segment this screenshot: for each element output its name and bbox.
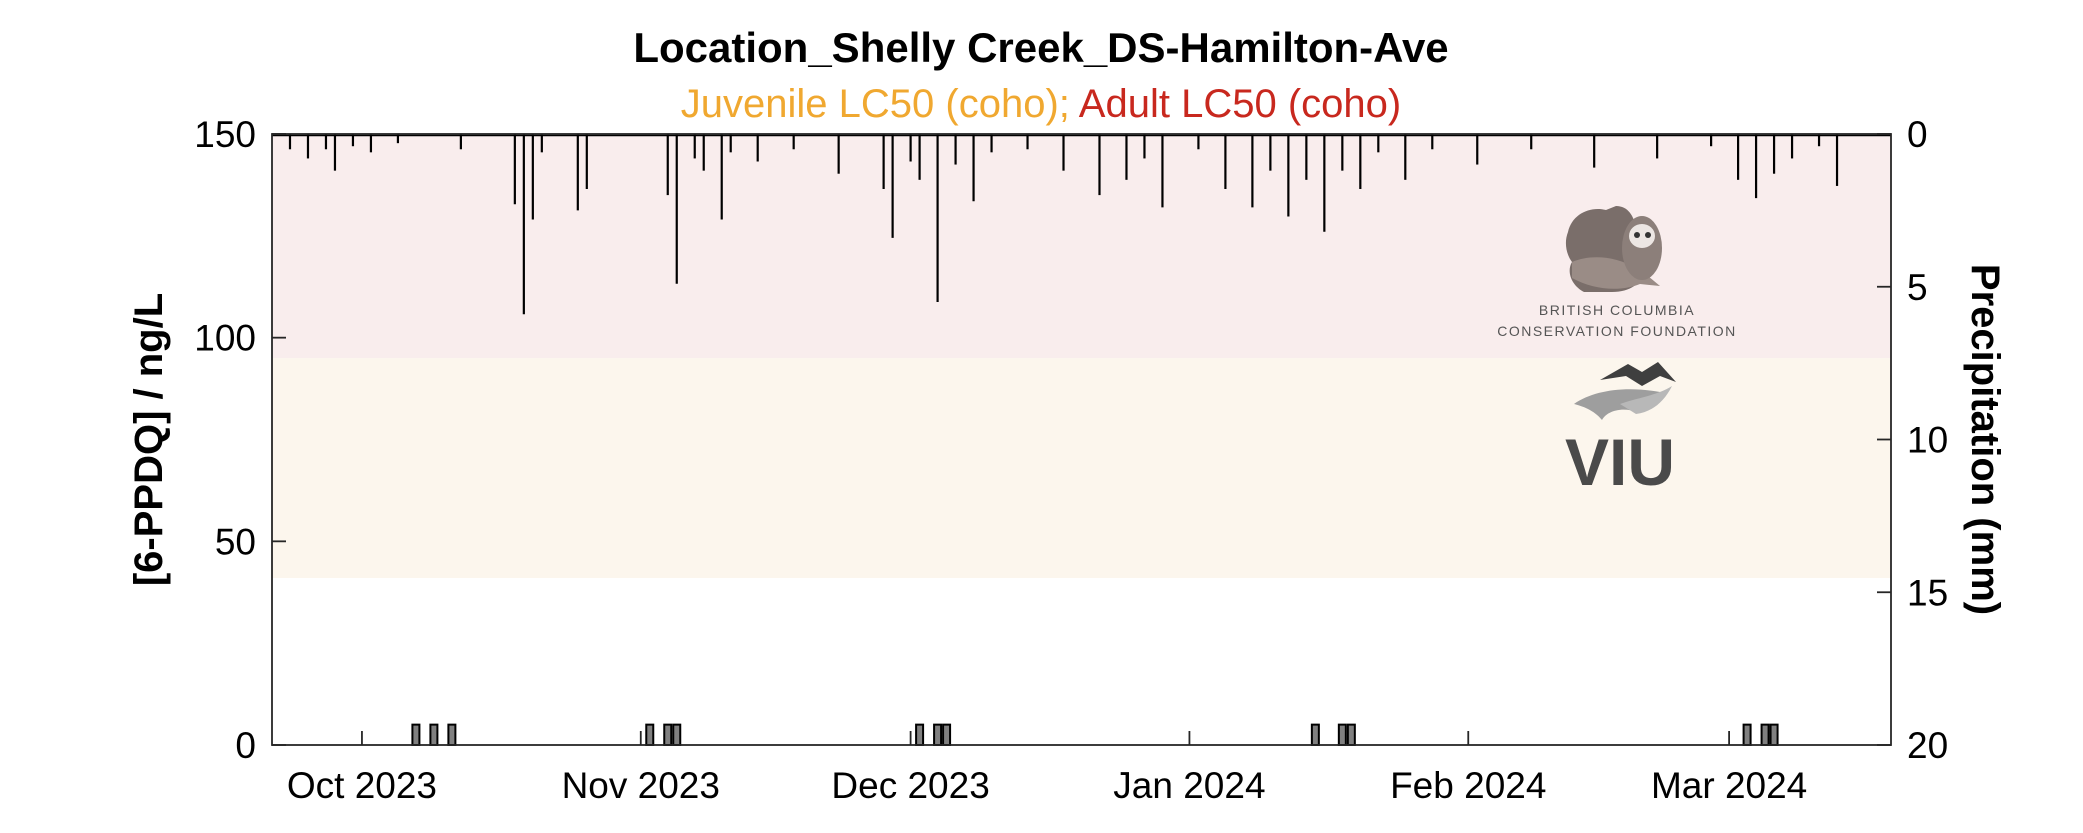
concentration-bar xyxy=(915,723,925,747)
y-axis-label-right: Precipitation (mm) xyxy=(1963,264,2007,615)
x-tick-label: Dec 2023 xyxy=(831,765,989,806)
concentration-bar xyxy=(663,723,673,747)
x-tick-label: Oct 2023 xyxy=(287,765,437,806)
adult-lc50-label: Adult LC50 (coho) xyxy=(1079,82,1401,126)
concentration-bar xyxy=(672,723,682,747)
left-tick-label: 100 xyxy=(194,318,256,359)
left-tick-label: 150 xyxy=(194,114,256,155)
y-axis-label-left: [6-PPDQ] / ng/L xyxy=(127,293,171,586)
concentration-bar xyxy=(1742,723,1752,747)
precipitation-hyetograph xyxy=(272,134,1891,315)
viu-logo-text: VIU xyxy=(1565,425,1675,499)
x-tick-label: Feb 2024 xyxy=(1390,765,1546,806)
concentration-bar xyxy=(1769,723,1779,747)
chart-subtitle: Juvenile LC50 (coho); Adult LC50 (coho) xyxy=(681,82,1401,126)
concentration-bar xyxy=(1346,723,1356,747)
logos: BRITISH COLUMBIA CONSERVATION FOUNDATION… xyxy=(1497,206,1737,499)
concentration-bars xyxy=(411,723,1779,747)
x-tick-label: Jan 2024 xyxy=(1113,765,1265,806)
mountain-leaf-icon xyxy=(1574,362,1676,420)
concentration-bar xyxy=(447,723,457,747)
right-tick-label: 10 xyxy=(1907,420,1948,461)
bear-salmon-owl-icon xyxy=(1565,206,1662,292)
concentration-bar xyxy=(411,723,421,747)
right-tick-label: 15 xyxy=(1907,572,1948,613)
viu-logo: VIU xyxy=(1565,362,1676,499)
juvenile-lc50-label: Juvenile LC50 (coho); xyxy=(681,82,1070,126)
concentration-bar xyxy=(429,723,439,747)
concentration-bar xyxy=(933,723,943,747)
right-tick-label: 5 xyxy=(1907,267,1928,308)
concentration-bar xyxy=(1760,723,1770,747)
axes: 0 50 100 150 0 5 10 15 20 Oct 2023 Nov 2023 Dec 202… xyxy=(127,114,2007,806)
right-tick-label: 0 xyxy=(1907,114,1928,155)
right-tick-label: 20 xyxy=(1907,725,1948,766)
left-tick-label: 50 xyxy=(215,521,256,562)
concentration-bar xyxy=(645,723,655,747)
left-tick-label: 0 xyxy=(235,725,256,766)
concentration-bar xyxy=(1310,723,1320,747)
x-tick-label: Mar 2024 xyxy=(1651,765,1807,806)
x-tick-label: Nov 2023 xyxy=(562,765,720,806)
bccf-logo-line1: BRITISH COLUMBIA xyxy=(1539,302,1695,318)
bccf-logo: BRITISH COLUMBIA CONSERVATION FOUNDATION xyxy=(1497,206,1737,339)
concentration-bar xyxy=(942,723,952,747)
chart-title: Location_Shelly Creek_DS-Hamilton-Ave xyxy=(633,24,1448,71)
bccf-logo-line2: CONSERVATION FOUNDATION xyxy=(1497,323,1737,339)
concentration-bar xyxy=(1337,723,1347,747)
